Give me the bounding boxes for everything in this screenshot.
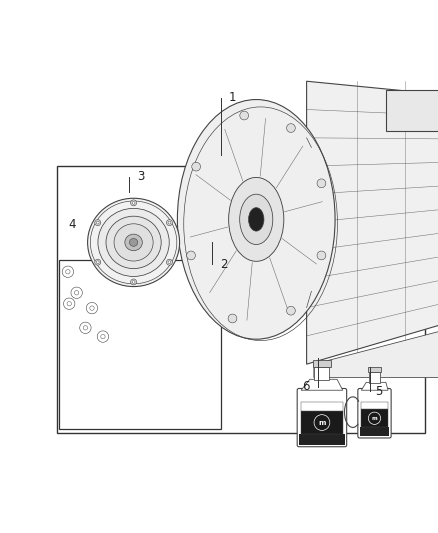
Ellipse shape (248, 208, 264, 231)
Bar (57, 166, 425, 433)
Bar (369, 372, 380, 383)
Bar (361, 409, 388, 427)
Circle shape (132, 201, 135, 204)
Bar (360, 427, 389, 436)
Circle shape (67, 302, 71, 306)
Circle shape (83, 326, 88, 330)
Polygon shape (361, 382, 388, 390)
Circle shape (74, 290, 79, 295)
Circle shape (168, 221, 171, 224)
Circle shape (95, 259, 101, 265)
Circle shape (286, 124, 295, 132)
Text: m: m (372, 416, 377, 421)
Text: 3: 3 (137, 170, 145, 183)
Text: m: m (318, 419, 325, 425)
FancyBboxPatch shape (358, 389, 391, 438)
Text: 5: 5 (375, 385, 383, 398)
Circle shape (96, 261, 99, 263)
Circle shape (96, 221, 99, 224)
Ellipse shape (98, 208, 169, 277)
Polygon shape (314, 330, 438, 377)
Ellipse shape (229, 177, 284, 261)
Ellipse shape (125, 234, 142, 251)
Text: 1: 1 (229, 91, 237, 104)
Polygon shape (307, 81, 438, 364)
Circle shape (95, 220, 101, 225)
Circle shape (240, 111, 248, 120)
Circle shape (131, 200, 137, 206)
Bar (301, 402, 343, 411)
Ellipse shape (106, 216, 161, 269)
Circle shape (166, 259, 173, 265)
Circle shape (90, 306, 94, 310)
Circle shape (62, 266, 74, 278)
Ellipse shape (114, 224, 153, 261)
Bar (313, 360, 331, 367)
Bar (299, 434, 345, 445)
Circle shape (97, 331, 109, 342)
Text: 6: 6 (302, 381, 310, 393)
Bar (386, 90, 438, 131)
Circle shape (166, 220, 173, 225)
Bar (301, 411, 343, 434)
Text: 2: 2 (220, 258, 228, 271)
Bar (314, 367, 329, 379)
Circle shape (80, 322, 91, 334)
Circle shape (86, 302, 98, 314)
Ellipse shape (130, 238, 138, 246)
Bar (361, 402, 388, 409)
Circle shape (131, 279, 137, 285)
Circle shape (192, 162, 201, 171)
Circle shape (64, 298, 75, 310)
Ellipse shape (177, 100, 335, 339)
Circle shape (317, 251, 326, 260)
FancyBboxPatch shape (297, 389, 346, 447)
Polygon shape (301, 379, 343, 390)
Circle shape (168, 261, 171, 263)
Ellipse shape (240, 194, 273, 245)
Bar (59, 260, 221, 429)
Bar (368, 367, 381, 372)
Ellipse shape (88, 198, 180, 287)
Circle shape (71, 287, 82, 298)
Circle shape (286, 306, 295, 315)
Circle shape (101, 334, 105, 339)
Circle shape (132, 280, 135, 284)
Text: 4: 4 (68, 219, 75, 231)
Circle shape (187, 251, 195, 260)
Circle shape (228, 314, 237, 323)
Circle shape (317, 179, 326, 188)
Circle shape (66, 270, 70, 274)
